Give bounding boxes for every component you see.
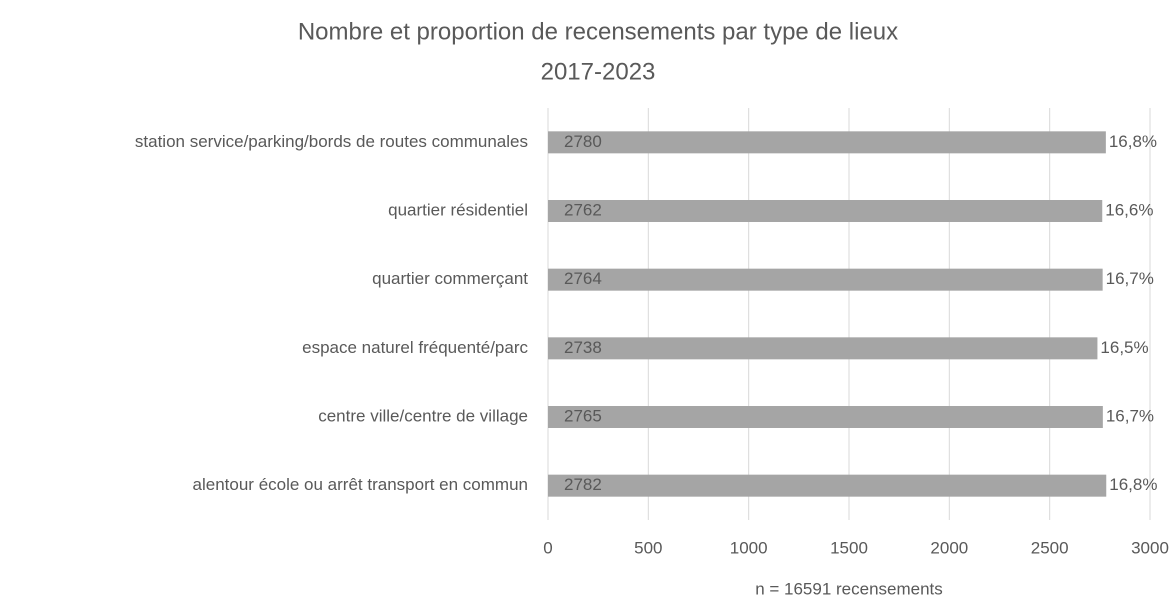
value-label: 2782: [564, 475, 602, 494]
x-axis-label: n = 16591 recensements: [755, 579, 943, 598]
percent-label: 16,7%: [1106, 269, 1154, 288]
percent-label: 16,8%: [1109, 132, 1157, 151]
y-tick-label: centre ville/centre de village: [318, 406, 528, 425]
value-label: 2738: [564, 338, 602, 357]
y-tick-label: station service/parking/bords de routes …: [135, 132, 528, 151]
x-tick-label: 1000: [730, 538, 768, 557]
percent-label: 16,6%: [1105, 200, 1153, 219]
value-label: 2780: [564, 132, 602, 151]
x-tick-label: 500: [634, 538, 662, 557]
value-label: 2762: [564, 200, 602, 219]
bar: [548, 337, 1098, 360]
value-label: 2764: [564, 269, 602, 288]
percent-label: 16,5%: [1100, 338, 1148, 357]
bar: [548, 406, 1103, 428]
chart-title: Nombre et proportion de recensements par…: [298, 18, 898, 45]
x-tick-label: 3000: [1131, 538, 1169, 557]
value-label: 2765: [564, 406, 602, 425]
y-tick-label: alentour école ou arrêt transport en com…: [193, 475, 528, 494]
bar: [548, 268, 1103, 291]
bar: [548, 200, 1103, 222]
y-tick-label: espace naturel fréquenté/parc: [302, 338, 528, 357]
percent-label: 16,7%: [1106, 406, 1154, 425]
y-tick-label: quartier commerçant: [372, 269, 528, 288]
x-tick-label: 2000: [930, 538, 968, 557]
x-tick-label: 2500: [1031, 538, 1069, 557]
x-tick-label: 1500: [830, 538, 868, 557]
y-tick-label: quartier résidentiel: [388, 200, 528, 219]
bar: [548, 474, 1107, 497]
percent-label: 16,8%: [1109, 475, 1157, 494]
chart-subtitle: 2017-2023: [541, 58, 656, 85]
bar: [548, 131, 1106, 154]
x-tick-label: 0: [543, 538, 552, 557]
